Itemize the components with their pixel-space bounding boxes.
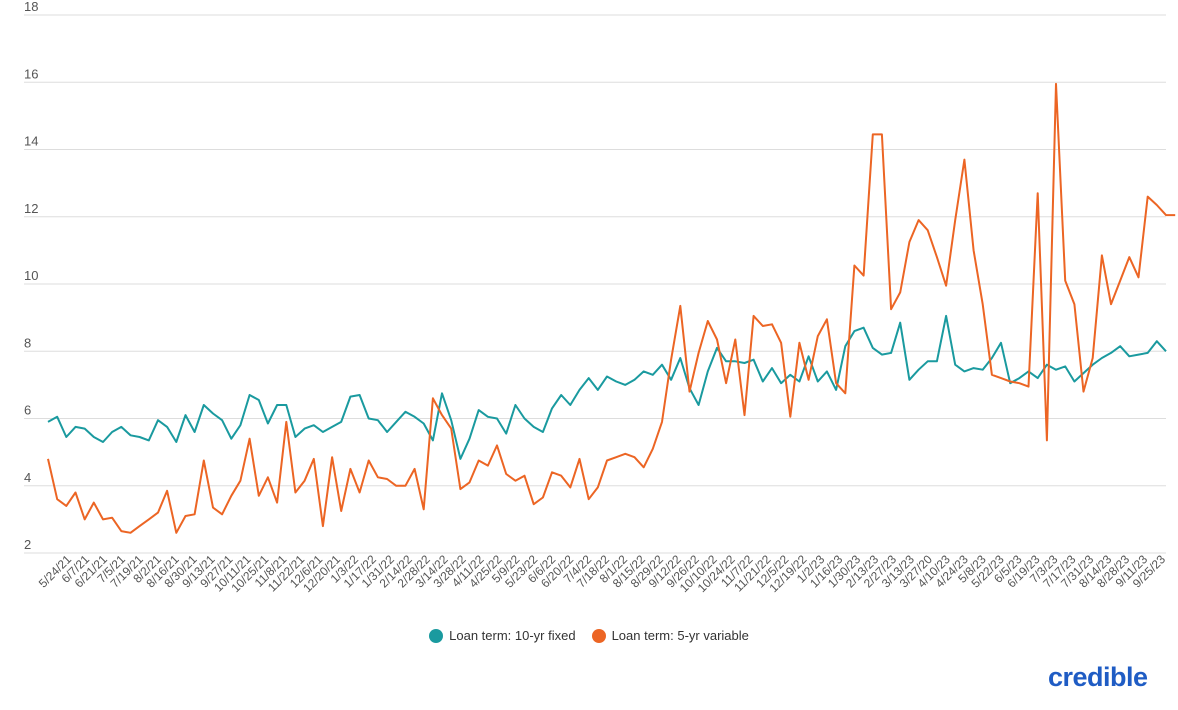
y-tick-label: 8 [24, 335, 31, 350]
y-tick-label: 4 [24, 470, 31, 485]
gridlines [24, 14, 1166, 554]
y-tick-label: 10 [24, 268, 38, 283]
y-tick-label: 16 [24, 66, 38, 81]
y-axis-ticks: 2 4 6 8 10 12 14 16 18 [24, 0, 38, 552]
y-tick-label: 2 [24, 537, 31, 552]
legend-item-10yr-fixed[interactable]: Loan term: 10-yr fixed [429, 628, 576, 643]
series-lines [47, 82, 1176, 534]
series-line-5yr-variable[interactable] [47, 82, 1176, 534]
legend-item-5yr-variable[interactable]: Loan term: 5-yr variable [591, 628, 749, 643]
legend-label-10yr-fixed: Loan term: 10-yr fixed [449, 628, 576, 643]
legend: Loan term: 10-yr fixed Loan term: 5-yr v… [0, 628, 1178, 643]
series-line-10yr-fixed[interactable] [47, 314, 1167, 460]
y-tick-label: 18 [24, 0, 38, 14]
y-tick-label: 6 [24, 403, 31, 418]
legend-label-5yr-variable: Loan term: 5-yr variable [611, 628, 749, 643]
line-chart: 2 4 6 8 10 12 14 16 18 5/24/216/7/216/21/217/5/2… [24, 0, 1176, 595]
y-tick-label: 12 [24, 201, 38, 216]
legend-marker-10yr-fixed [429, 628, 444, 643]
x-axis-ticks: 5/24/216/7/216/21/217/5/217/19/218/2/218… [36, 552, 1168, 595]
y-tick-label: 14 [24, 134, 38, 149]
credible-logo: credible [1048, 662, 1148, 692]
legend-marker-5yr-variable [591, 628, 606, 643]
